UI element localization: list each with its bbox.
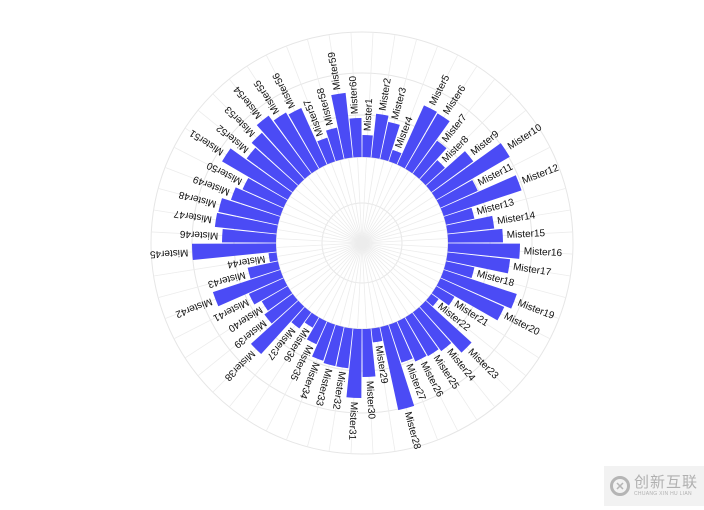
- bar-mister38: [250, 300, 305, 355]
- bar-label: Mister45: [149, 246, 188, 259]
- bar-mister47: [214, 212, 278, 234]
- bar-mister4: [388, 149, 402, 165]
- grid-spoke: [361, 242, 527, 377]
- bar-mister21: [431, 286, 455, 306]
- bar-mister56: [288, 108, 327, 169]
- bar-mister60: [349, 118, 362, 158]
- bar-mister19: [440, 269, 517, 309]
- grid-circle: [191, 72, 533, 414]
- bar-label: Mister42: [173, 295, 213, 319]
- bar-mister49: [230, 187, 284, 217]
- bar-mister23: [419, 300, 472, 353]
- bar-label: Mister59: [326, 51, 343, 91]
- bar-mister22: [426, 293, 439, 307]
- bar-mister25: [405, 312, 439, 357]
- watermark-cn: 创新互联: [634, 474, 699, 491]
- grid-spoke: [361, 45, 438, 244]
- bar-mister10: [431, 143, 510, 200]
- bar-mister9: [426, 151, 474, 193]
- watermark-logo: ✕ 创新互联 CHUANG XIN HU LIAN: [604, 466, 704, 506]
- bar-label: Mister14: [496, 210, 536, 227]
- bar-mister39: [264, 293, 298, 324]
- bar-mister57: [317, 137, 336, 165]
- bar-label: Mister38: [222, 348, 257, 383]
- bar-mister15: [447, 228, 503, 243]
- bar-mister46: [222, 228, 277, 243]
- bar-mister41: [248, 278, 288, 305]
- bar-mister6: [405, 113, 450, 174]
- bar-label: Mister46: [179, 228, 218, 241]
- bar-label: Mister12: [521, 162, 561, 186]
- bar-mister16: [447, 243, 520, 259]
- bar-label: Mister10: [506, 122, 545, 152]
- bar-mister37: [291, 307, 312, 329]
- bar-mister35: [306, 317, 327, 345]
- bar-mister12: [440, 175, 522, 217]
- bar-label: Mister31: [346, 401, 359, 440]
- bar-mister26: [397, 317, 427, 362]
- bar-mister44: [268, 252, 278, 263]
- bar-label: Mister60: [348, 75, 361, 114]
- bar-mister1: [362, 135, 373, 158]
- logo-icon: ✕: [610, 476, 630, 496]
- bar-mister33: [323, 324, 344, 367]
- bar-mister18: [443, 261, 475, 279]
- bars: [192, 92, 522, 411]
- bar-mister52: [246, 147, 298, 193]
- bar-mister53: [251, 132, 305, 186]
- bar-mister34: [312, 321, 336, 361]
- bar-mister31: [346, 328, 362, 398]
- bar-mister30: [362, 328, 376, 377]
- bar-label: Mister15: [507, 228, 546, 241]
- bar-label: Mister1: [363, 98, 376, 132]
- bar-mister28: [380, 324, 415, 411]
- bar-mister14: [446, 215, 495, 234]
- watermark-en: CHUANG XIN HU LIAN: [634, 491, 692, 497]
- grid-spoke: [246, 242, 363, 421]
- polar-grid: [150, 31, 574, 455]
- bar-label: Mister47: [173, 208, 213, 225]
- bar-mister3: [380, 121, 400, 162]
- bar-mister43: [247, 261, 281, 279]
- bar-mister51: [222, 148, 293, 200]
- bar-mister50: [242, 177, 288, 208]
- bar-mister45: [192, 243, 277, 261]
- bar-label: Mister3: [390, 86, 409, 121]
- grid-spoke: [361, 242, 396, 452]
- bar-mister59: [331, 92, 353, 159]
- grid-circle: [275, 156, 449, 330]
- grid-circle: [233, 114, 491, 372]
- bar-label: Mister2: [378, 77, 394, 112]
- bar-mister5: [397, 105, 437, 169]
- grid-spoke: [153, 242, 363, 277]
- bar-mister7: [412, 140, 447, 179]
- bar-label: Mister16: [523, 246, 562, 259]
- bar-mister42: [212, 269, 284, 307]
- bar-mister27: [388, 321, 413, 363]
- grid-circle: [321, 202, 403, 284]
- bar-mister24: [412, 307, 452, 352]
- bar-mister8: [419, 160, 445, 186]
- bar-mister36: [304, 312, 319, 328]
- bar-mister55: [273, 112, 319, 174]
- bar-mister54: [256, 115, 312, 179]
- bar-label: Mister17: [512, 262, 552, 279]
- bar-mister48: [218, 198, 281, 225]
- grid-circle: [150, 31, 574, 455]
- bar-label: Mister28: [402, 411, 423, 451]
- bar-label: Mister30: [364, 381, 377, 420]
- bar-mister17: [446, 252, 511, 274]
- bar-mister20: [436, 278, 505, 321]
- bar-mister58: [326, 127, 344, 162]
- bar-mister11: [436, 179, 478, 208]
- bar-mister40: [261, 286, 293, 311]
- bar-mister2: [371, 113, 389, 159]
- bar-mister29: [371, 327, 383, 343]
- bar-mister13: [443, 207, 475, 225]
- bar-mister32: [336, 327, 353, 369]
